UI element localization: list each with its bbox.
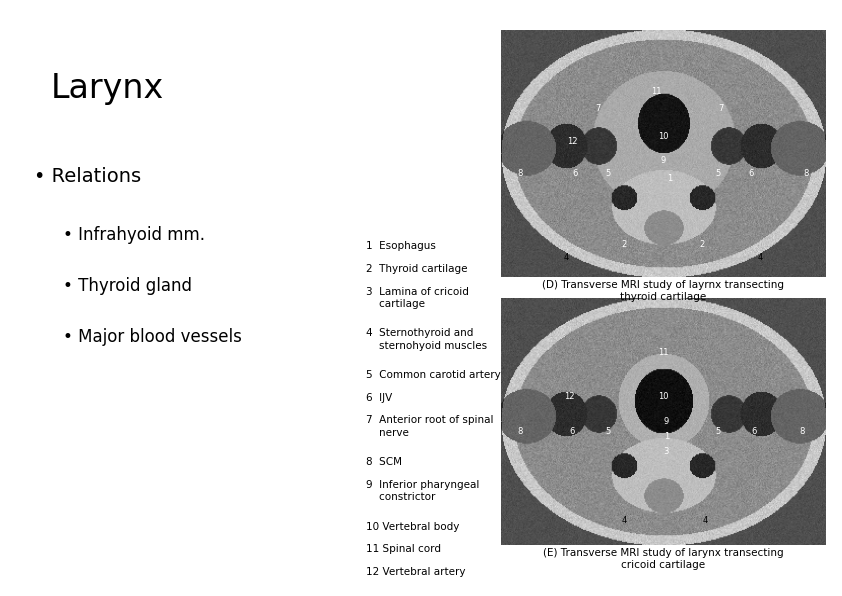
Text: 5: 5 [605, 169, 610, 178]
Text: 12 Vertebral artery: 12 Vertebral artery [366, 567, 466, 577]
Text: 7  Anterior root of spinal
    nerve: 7 Anterior root of spinal nerve [366, 415, 493, 438]
Text: 6: 6 [748, 169, 754, 178]
Text: 4  Sternothyroid and
    sternohyoid muscles: 4 Sternothyroid and sternohyoid muscles [366, 328, 488, 351]
Text: • Relations: • Relations [34, 167, 141, 186]
Text: • Major blood vessels: • Major blood vessels [63, 328, 242, 346]
Text: 7: 7 [595, 104, 601, 113]
Text: 4: 4 [563, 253, 568, 262]
Text: 8: 8 [800, 427, 805, 436]
Text: 9: 9 [660, 156, 666, 166]
Text: 4: 4 [621, 516, 626, 525]
Text: 3  Lamina of cricoid
    cartilage: 3 Lamina of cricoid cartilage [366, 287, 469, 309]
Text: 11: 11 [652, 87, 662, 96]
Text: 6: 6 [751, 427, 756, 436]
Text: • Thyroid gland: • Thyroid gland [63, 277, 192, 295]
Text: 9: 9 [663, 417, 669, 426]
Text: 5: 5 [605, 427, 610, 436]
Text: 6  IJV: 6 IJV [366, 393, 392, 403]
Text: 2: 2 [621, 240, 626, 250]
Text: 6: 6 [570, 427, 575, 436]
Text: 8  SCM: 8 SCM [366, 457, 402, 467]
Text: 1: 1 [663, 432, 669, 441]
Text: 6: 6 [573, 169, 578, 178]
Text: • Infrahyoid mm.: • Infrahyoid mm. [63, 226, 205, 244]
Text: 8: 8 [518, 169, 523, 178]
Text: 4: 4 [702, 516, 708, 525]
Text: 9  Inferior pharyngeal
    constrictor: 9 Inferior pharyngeal constrictor [366, 480, 480, 502]
Text: 5: 5 [716, 427, 721, 436]
Text: 8: 8 [518, 427, 523, 436]
Text: 4: 4 [758, 253, 763, 262]
Text: 10: 10 [658, 392, 669, 402]
Text: 12: 12 [567, 136, 578, 145]
Text: 1  Esophagus: 1 Esophagus [366, 241, 436, 252]
Text: (D) Transverse MRI study of layrnx transecting
thyroid cartilage: (D) Transverse MRI study of layrnx trans… [542, 280, 784, 302]
Text: 12: 12 [564, 392, 574, 402]
Text: 10: 10 [658, 132, 669, 141]
Text: 11: 11 [658, 348, 669, 357]
Text: 2  Thyroid cartilage: 2 Thyroid cartilage [366, 264, 468, 274]
Text: 11 Spinal cord: 11 Spinal cord [366, 544, 441, 554]
Text: 8: 8 [803, 169, 808, 178]
Text: (E) Transverse MRI study of larynx transecting
cricoid cartilage: (E) Transverse MRI study of larynx trans… [543, 548, 783, 570]
Text: 10 Vertebral body: 10 Vertebral body [366, 522, 460, 532]
Text: 3: 3 [663, 447, 669, 456]
Text: 7: 7 [719, 104, 724, 113]
Text: 2: 2 [700, 240, 705, 250]
Text: 5  Common carotid artery: 5 Common carotid artery [366, 370, 501, 380]
Text: Larynx: Larynx [51, 72, 164, 104]
Text: 1: 1 [667, 173, 672, 183]
Text: 5: 5 [716, 169, 721, 178]
